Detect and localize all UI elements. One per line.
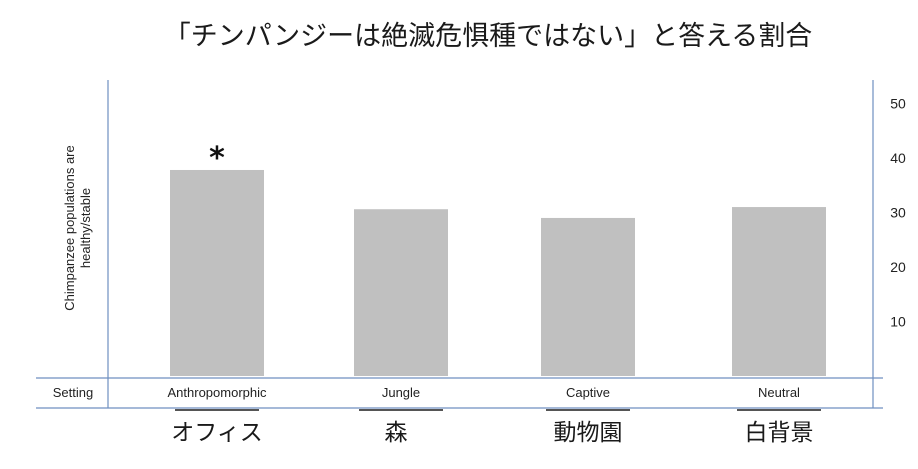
y-ticks: 10 20 30 40 50 bbox=[890, 96, 906, 330]
chart-title: 「チンパンジーは絶滅危惧種ではない」と答える割合 bbox=[164, 21, 813, 52]
axes bbox=[36, 80, 883, 409]
chart-title-group: 「チンパンジーは絶滅危惧種ではない」と答える割合 bbox=[164, 21, 813, 52]
japanese-category-label: オフィス bbox=[171, 420, 263, 446]
y-tick-label-10: 10 bbox=[890, 314, 906, 330]
significance-star: * bbox=[209, 141, 225, 176]
category-label-anthropomorphic: Anthropomorphic bbox=[168, 385, 267, 400]
y-axis-label-line-2: healthy/stable bbox=[78, 188, 93, 268]
bar-jungle bbox=[354, 209, 448, 376]
setting-row: Setting bbox=[53, 385, 93, 400]
y-axis-label: Chimpanzee populations are healthy/stabl… bbox=[62, 145, 93, 311]
y-tick-label-50: 50 bbox=[890, 96, 906, 112]
category-label-jungle: Jungle bbox=[382, 385, 420, 400]
japanese-label-underline bbox=[359, 409, 443, 411]
japanese-label-underline bbox=[737, 409, 821, 411]
japanese-category-labels: オフィス 森 動物園 白背景 bbox=[171, 409, 821, 446]
japanese-label-underline bbox=[546, 409, 630, 411]
setting-row-label: Setting bbox=[53, 385, 93, 400]
category-labels: Anthropomorphic Jungle Captive Neutral bbox=[168, 385, 801, 400]
bar-captive bbox=[541, 217, 635, 376]
category-label-captive: Captive bbox=[566, 385, 610, 400]
japanese-category-label: 動物園 bbox=[554, 420, 623, 446]
japanese-label-underline bbox=[175, 409, 259, 411]
japanese-category-label: 白背景 bbox=[745, 420, 814, 446]
category-label-neutral: Neutral bbox=[758, 385, 800, 400]
y-axis-label-line-1: Chimpanzee populations are bbox=[62, 145, 77, 311]
bar-neutral bbox=[732, 207, 826, 376]
japanese-category-label: 森 bbox=[385, 420, 408, 446]
y-tick-label-20: 20 bbox=[890, 259, 906, 275]
y-tick-label-30: 30 bbox=[890, 205, 906, 221]
bar-anthropomorphic bbox=[170, 169, 264, 376]
y-tick-label-40: 40 bbox=[890, 150, 906, 166]
bars: * bbox=[170, 141, 826, 376]
